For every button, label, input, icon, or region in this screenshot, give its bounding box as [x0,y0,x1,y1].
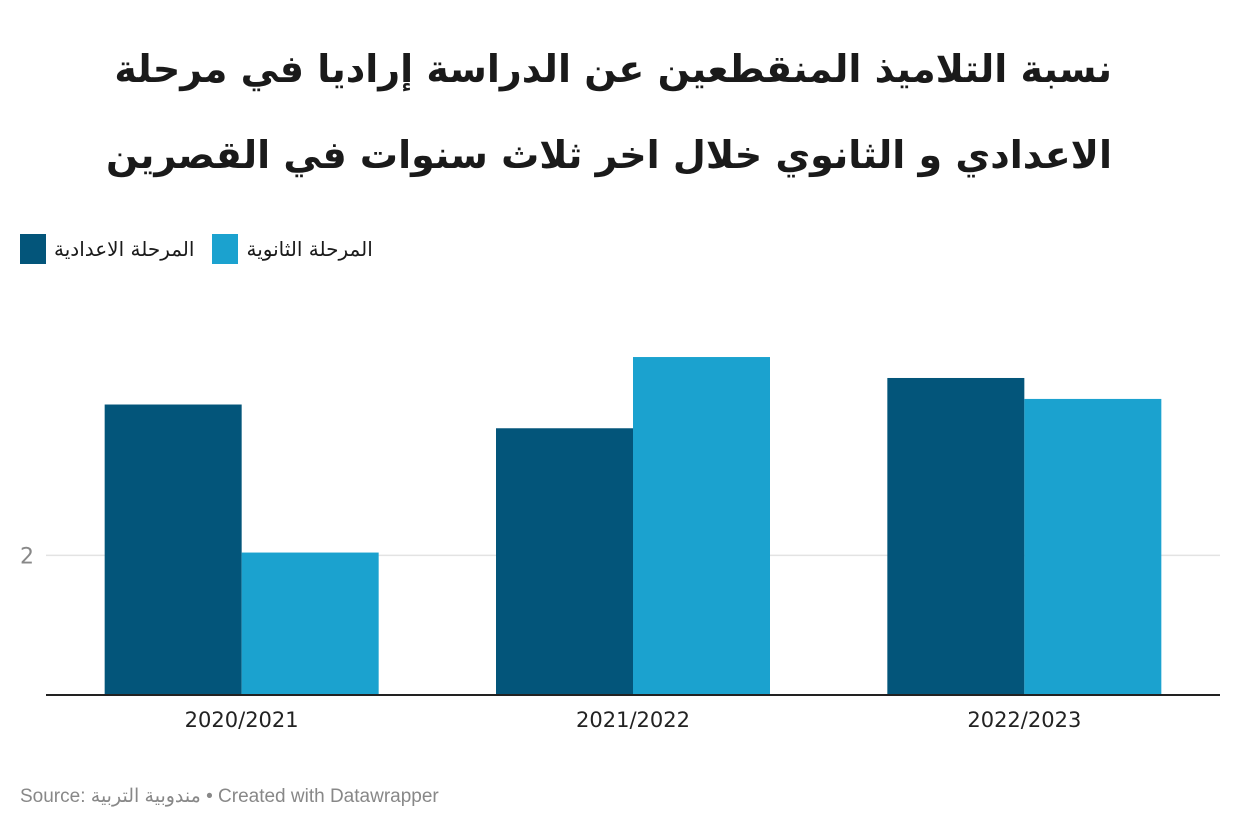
y-tick-label: 2 [20,544,34,569]
bar [887,377,1025,695]
bar [633,357,770,695]
source-label: Source: [20,786,86,807]
x-category-label: 2022/2023 [967,708,1081,732]
legend-swatch-preparatory [20,234,46,264]
bar [496,428,633,695]
bar [241,552,379,695]
legend-swatch-secondary [212,234,239,264]
bar-chart: 2 2020/2021 2021/2022 2022/2023 [20,357,1220,732]
bar [1024,398,1162,695]
legend-item-preparatory: المرحلة الاعدادية [20,234,194,264]
credit-text[interactable]: • Created with Datawrapper [206,786,439,807]
footer: Source: مندوبية التربية • Created with D… [20,785,439,808]
legend-label-secondary: المرحلة الثانوية [246,237,373,261]
chart-title: نسبة التلاميذ المنقطعين عن الدراسة إرادي… [105,47,1112,177]
legend-label-preparatory: المرحلة الاعدادية [54,237,195,261]
bar [104,404,242,695]
x-category-label: 2020/2021 [185,708,299,732]
source-name[interactable]: مندوبية التربية [90,786,201,807]
x-category-label: 2021/2022 [576,708,690,732]
legend: المرحلة الاعدادية المرحلة الثانوية [20,234,391,264]
legend-item-secondary: المرحلة الثانوية [212,234,373,264]
